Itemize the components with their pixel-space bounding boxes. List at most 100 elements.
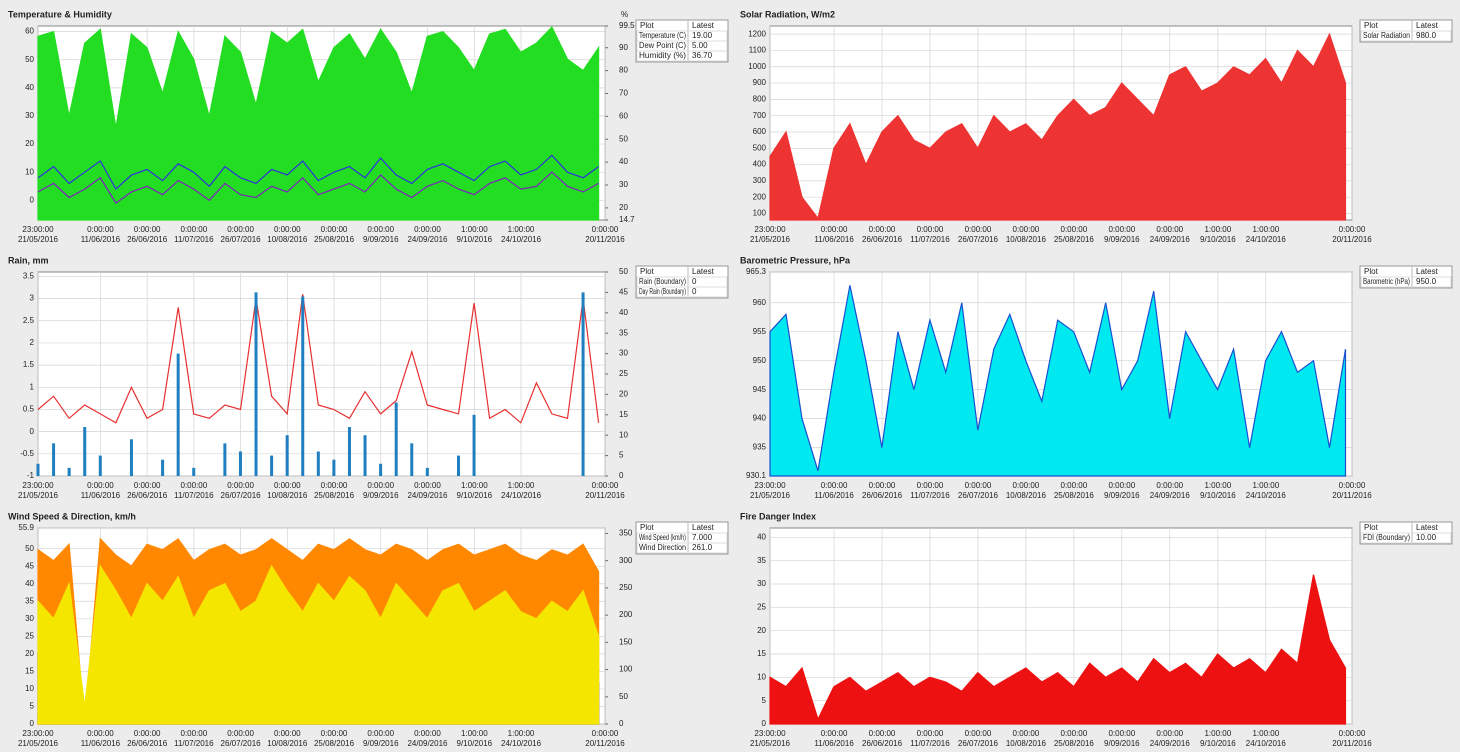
- x-tick-label: 1:00:00 9/10/2016: [457, 729, 493, 748]
- y-tick-label: 1100: [749, 46, 767, 55]
- x-tick-label: 0:00:00 11/06/2016: [814, 225, 854, 244]
- plot-area: [37, 271, 606, 477]
- legend-header: Plot: [1364, 21, 1379, 30]
- y-tick-label: 930.1: [746, 471, 767, 480]
- y-tick-label: 20: [25, 139, 34, 148]
- x-tick-label: 1:00:00 24/10/2016: [501, 729, 542, 748]
- y-tick-label: 10: [757, 672, 766, 681]
- y-tick-label: 945: [753, 385, 767, 394]
- x-tick-label: 1:00:00 9/10/2016: [457, 225, 493, 244]
- y2-tick-label: 100: [619, 665, 633, 674]
- x-tick-label: 1:00:00 9/10/2016: [1200, 729, 1236, 748]
- bar: [410, 443, 414, 476]
- series-line: [37, 171, 599, 204]
- legend-name: Rain (Boundary): [639, 277, 686, 286]
- x-tick-label: 0:00:00 11/06/2016: [81, 481, 121, 500]
- y-tick-label: 40: [25, 83, 34, 92]
- y-tick-label: 960: [753, 298, 767, 307]
- chart-title: Fire Danger Index: [740, 511, 816, 521]
- series-area: [769, 285, 1347, 477]
- y-tick-label: 3: [30, 294, 35, 303]
- y-tick-label: 40: [757, 532, 766, 541]
- x-tick-label: 0:00:00 25/08/2016: [1054, 481, 1095, 500]
- legend-header: Plot: [640, 21, 655, 30]
- chart-title: Barometric Pressure, hPa: [740, 255, 851, 265]
- y-tick-label: 40: [25, 579, 34, 588]
- x-tick-label: 0:00:00 11/07/2016: [910, 481, 950, 500]
- y-tick-label: 700: [753, 111, 767, 120]
- y-tick-label: 965.3: [746, 267, 767, 276]
- x-tick-label: 0:00:00 26/07/2016: [958, 481, 999, 500]
- legend-latest: 950.0: [1416, 277, 1437, 286]
- y-tick-label: 25: [25, 631, 34, 640]
- y-tick-label: -1: [27, 471, 35, 480]
- x-tick-label: 0:00:00 11/06/2016: [814, 481, 854, 500]
- x-tick-label: 23:00:00 21/05/2016: [750, 729, 791, 748]
- legend-name: Solar Radiation: [1363, 31, 1410, 40]
- y-tick-label: 940: [753, 414, 767, 423]
- y-tick-label: 15: [757, 649, 766, 658]
- x-tick-label: 0:00:00 11/07/2016: [910, 225, 950, 244]
- legend-latest: 7.000: [692, 533, 713, 542]
- y-tick-label: 30: [25, 614, 34, 623]
- y2-tick-label: 50: [619, 692, 628, 701]
- legend-row: [636, 50, 728, 62]
- y-tick-label: 20: [25, 649, 34, 658]
- bar: [223, 443, 227, 476]
- legend-header: Plot: [640, 267, 655, 276]
- y2-tick-label: 80: [619, 66, 628, 75]
- x-tick-label: 0:00:00 24/09/2016: [1150, 481, 1191, 500]
- legend-name: Humidity (%): [639, 51, 686, 60]
- y2-tick-label: 0: [619, 719, 624, 728]
- y-tick-label: 50: [25, 55, 34, 64]
- x-tick-label: 1:00:00 24/10/2016: [1246, 729, 1287, 748]
- legend-row: [636, 542, 728, 554]
- bar: [472, 414, 476, 476]
- x-tick-label: 0:00:00 9/09/2016: [1104, 225, 1140, 244]
- x-tick-label: 0:00:00 20/11/2016: [1332, 729, 1372, 748]
- x-tick-label: 0:00:00 26/06/2016: [127, 225, 168, 244]
- y-tick-label: 5: [30, 702, 35, 711]
- x-tick-label: 0:00:00 24/09/2016: [407, 729, 448, 748]
- x-tick-label: 0:00:00 20/11/2016: [585, 225, 625, 244]
- y-tick-label: 20: [757, 626, 766, 635]
- legend-box: [635, 265, 729, 299]
- y-tick-label: 200: [753, 192, 767, 201]
- x-tick-label: 1:00:00 24/10/2016: [1246, 481, 1287, 500]
- legend-header: Latest: [1416, 267, 1439, 276]
- y-tick-label: 25: [757, 602, 766, 611]
- legend-header: Latest: [1416, 21, 1439, 30]
- x-tick-label: 0:00:00 26/06/2016: [127, 729, 168, 748]
- x-tick-label: 0:00:00 11/07/2016: [910, 729, 950, 748]
- y2-tick-label: 35: [619, 328, 628, 337]
- y-tick-label: 1: [30, 382, 35, 391]
- y2-tick-label: 300: [619, 556, 633, 565]
- bar: [52, 443, 56, 476]
- y-tick-label: 800: [753, 94, 767, 103]
- y-tick-label: 500: [753, 143, 767, 152]
- y2-tick-label: 20: [619, 203, 628, 212]
- x-tick-label: 0:00:00 26/07/2016: [221, 729, 262, 748]
- legend-header: Plot: [1364, 523, 1379, 532]
- x-tick-label: 0:00:00 9/09/2016: [363, 225, 399, 244]
- x-tick-label: 0:00:00 10/08/2016: [1006, 729, 1047, 748]
- y2-tick-label: 60: [619, 111, 628, 120]
- y-tick-label: 5: [762, 696, 767, 705]
- x-tick-label: 1:00:00 24/10/2016: [501, 225, 542, 244]
- bar: [83, 427, 87, 476]
- x-tick-label: 1:00:00 9/10/2016: [1200, 225, 1236, 244]
- y-tick-label: 0: [30, 427, 35, 436]
- series-line: [37, 294, 600, 424]
- y2-tick-label: 50: [619, 267, 628, 276]
- bar: [456, 455, 460, 476]
- legend-header: Latest: [1416, 523, 1439, 532]
- bar: [270, 455, 274, 476]
- y2-tick-label: 30: [619, 349, 628, 358]
- x-tick-label: 0:00:00 24/09/2016: [407, 225, 448, 244]
- y2-tick-label: 0: [619, 471, 624, 480]
- x-tick-label: 0:00:00 10/08/2016: [1006, 481, 1047, 500]
- y-tick-label: 0: [30, 195, 35, 204]
- y-tick-label: 600: [753, 127, 767, 136]
- bar: [347, 427, 351, 476]
- x-tick-label: 0:00:00 26/06/2016: [127, 481, 168, 500]
